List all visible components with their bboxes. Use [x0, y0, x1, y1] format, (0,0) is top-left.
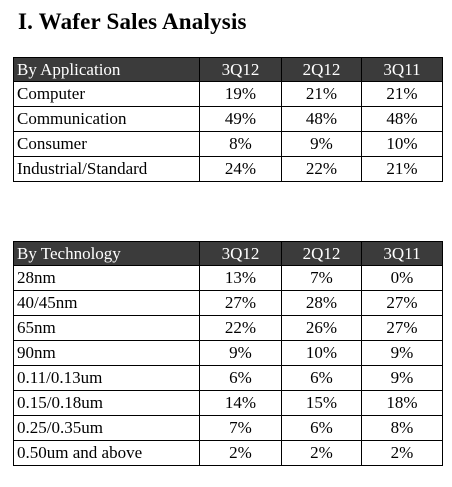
- column-header-period: 3Q12: [199, 57, 282, 82]
- percentage-cell: 9%: [361, 340, 443, 366]
- percentage-cell: 18%: [361, 390, 443, 416]
- column-header-period: 3Q12: [199, 241, 282, 266]
- percentage-cell: 6%: [281, 365, 362, 391]
- percentage-cell: 6%: [199, 365, 282, 391]
- percentage-cell: 10%: [281, 340, 362, 366]
- percentage-cell: 8%: [361, 415, 443, 441]
- table-row: 28nm 13% 7% 0%: [13, 265, 443, 291]
- percentage-cell: 21%: [361, 81, 443, 107]
- percentage-cell: 2%: [199, 440, 282, 466]
- row-label: 0.25/0.35um: [13, 415, 200, 441]
- percentage-cell: 9%: [281, 131, 362, 157]
- table-row: 65nm 22% 26% 27%: [13, 315, 443, 341]
- row-label: Communication: [13, 106, 200, 132]
- table-header-row: By Application 3Q12 2Q12 3Q11: [13, 57, 443, 82]
- percentage-cell: 13%: [199, 265, 282, 291]
- page-title: I. Wafer Sales Analysis: [18, 9, 247, 34]
- percentage-cell: 48%: [281, 106, 362, 132]
- percentage-cell: 22%: [281, 156, 362, 182]
- percentage-cell: 7%: [199, 415, 282, 441]
- technology-table: By Technology 3Q12 2Q12 3Q11 28nm 13% 7% 0% 40/…: [13, 241, 443, 466]
- percentage-cell: 27%: [361, 290, 443, 316]
- percentage-cell: 10%: [361, 131, 443, 157]
- row-label: 28nm: [13, 265, 200, 291]
- percentage-cell: 9%: [199, 340, 282, 366]
- percentage-cell: 14%: [199, 390, 282, 416]
- row-label: 0.15/0.18um: [13, 390, 200, 416]
- row-label: 65nm: [13, 315, 200, 341]
- table-row: Industrial/Standard 24% 22% 21%: [13, 156, 443, 182]
- percentage-cell: 8%: [199, 131, 282, 157]
- percentage-cell: 48%: [361, 106, 443, 132]
- column-header-category: By Technology: [13, 241, 200, 266]
- column-header-period: 2Q12: [281, 241, 362, 266]
- percentage-cell: 7%: [281, 265, 362, 291]
- row-label: Consumer: [13, 131, 200, 157]
- percentage-cell: 2%: [361, 440, 443, 466]
- percentage-cell: 19%: [199, 81, 282, 107]
- table-header-row: By Technology 3Q12 2Q12 3Q11: [13, 241, 443, 266]
- percentage-cell: 28%: [281, 290, 362, 316]
- percentage-cell: 6%: [281, 415, 362, 441]
- percentage-cell: 22%: [199, 315, 282, 341]
- percentage-cell: 26%: [281, 315, 362, 341]
- application-table: By Application 3Q12 2Q12 3Q11 Computer 19% 21…: [13, 57, 443, 182]
- row-label: 0.50um and above: [13, 440, 200, 466]
- row-label: 90nm: [13, 340, 200, 366]
- table-row: Consumer 8% 9% 10%: [13, 131, 443, 157]
- row-label: 40/45nm: [13, 290, 200, 316]
- table-row: 90nm 9% 10% 9%: [13, 340, 443, 366]
- row-label: 0.11/0.13um: [13, 365, 200, 391]
- column-header-category: By Application: [13, 57, 200, 82]
- percentage-cell: 15%: [281, 390, 362, 416]
- row-label: Computer: [13, 81, 200, 107]
- table-row: 0.11/0.13um 6% 6% 9%: [13, 365, 443, 391]
- table-row: Computer 19% 21% 21%: [13, 81, 443, 107]
- table-row: 40/45nm 27% 28% 27%: [13, 290, 443, 316]
- column-header-period: 3Q11: [361, 241, 443, 266]
- percentage-cell: 21%: [281, 81, 362, 107]
- table-row: 0.50um and above 2% 2% 2%: [13, 440, 443, 466]
- percentage-cell: 27%: [199, 290, 282, 316]
- percentage-cell: 24%: [199, 156, 282, 182]
- column-header-period: 2Q12: [281, 57, 362, 82]
- table-row: 0.25/0.35um 7% 6% 8%: [13, 415, 443, 441]
- percentage-cell: 9%: [361, 365, 443, 391]
- percentage-cell: 49%: [199, 106, 282, 132]
- column-header-period: 3Q11: [361, 57, 443, 82]
- row-label: Industrial/Standard: [13, 156, 200, 182]
- percentage-cell: 0%: [361, 265, 443, 291]
- percentage-cell: 2%: [281, 440, 362, 466]
- table-row: Communication 49% 48% 48%: [13, 106, 443, 132]
- percentage-cell: 27%: [361, 315, 443, 341]
- table-row: 0.15/0.18um 14% 15% 18%: [13, 390, 443, 416]
- percentage-cell: 21%: [361, 156, 443, 182]
